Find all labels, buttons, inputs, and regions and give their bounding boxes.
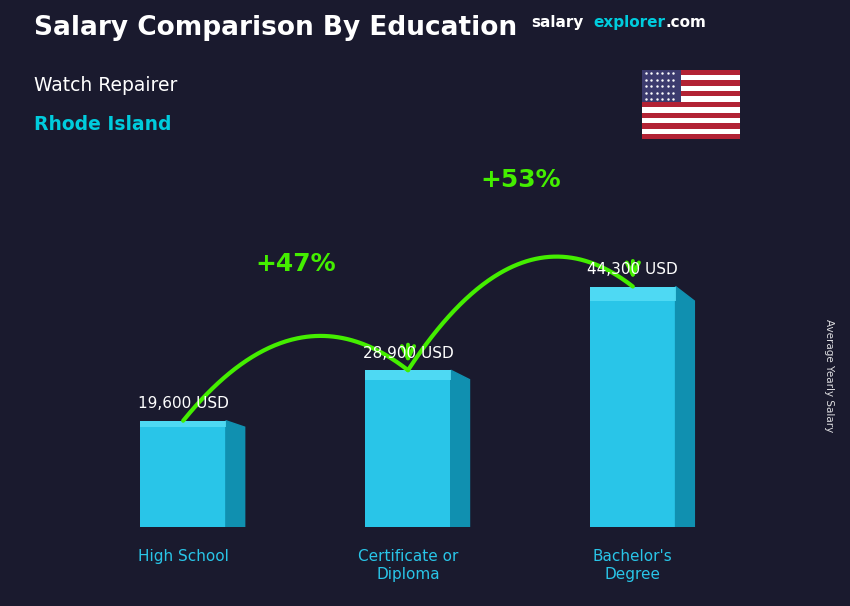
Polygon shape — [226, 421, 245, 527]
Bar — [590, 287, 676, 527]
Text: Bachelor's
Degree: Bachelor's Degree — [593, 549, 672, 582]
Bar — [140, 421, 226, 427]
Text: Rhode Island: Rhode Island — [34, 115, 172, 134]
Text: explorer: explorer — [593, 15, 666, 30]
Bar — [642, 96, 740, 102]
Bar — [642, 128, 740, 134]
Bar — [366, 370, 450, 527]
Text: 19,600 USD: 19,600 USD — [138, 396, 229, 411]
Bar — [642, 134, 740, 139]
Bar — [642, 70, 740, 75]
Text: .com: .com — [666, 15, 706, 30]
Bar — [140, 421, 226, 527]
Text: Watch Repairer: Watch Repairer — [34, 76, 178, 95]
Text: +47%: +47% — [255, 251, 336, 276]
Text: Salary Comparison By Education: Salary Comparison By Education — [34, 15, 517, 41]
Bar — [642, 118, 740, 123]
Polygon shape — [450, 370, 469, 527]
Text: Certificate or
Diploma: Certificate or Diploma — [358, 549, 458, 582]
Bar — [642, 75, 740, 81]
Bar — [642, 113, 740, 118]
Text: 28,900 USD: 28,900 USD — [363, 346, 453, 361]
Text: Average Yearly Salary: Average Yearly Salary — [824, 319, 834, 432]
Bar — [366, 370, 450, 379]
Bar — [642, 81, 740, 86]
Bar — [642, 86, 740, 91]
Text: High School: High School — [138, 549, 229, 564]
Text: +53%: +53% — [480, 168, 561, 192]
Bar — [642, 91, 740, 96]
Bar — [642, 70, 681, 102]
Text: 44,300 USD: 44,300 USD — [587, 262, 678, 277]
Polygon shape — [676, 287, 694, 527]
Text: salary: salary — [531, 15, 584, 30]
Bar — [642, 102, 740, 107]
Bar — [642, 123, 740, 128]
Bar — [642, 107, 740, 113]
Bar — [590, 287, 676, 301]
